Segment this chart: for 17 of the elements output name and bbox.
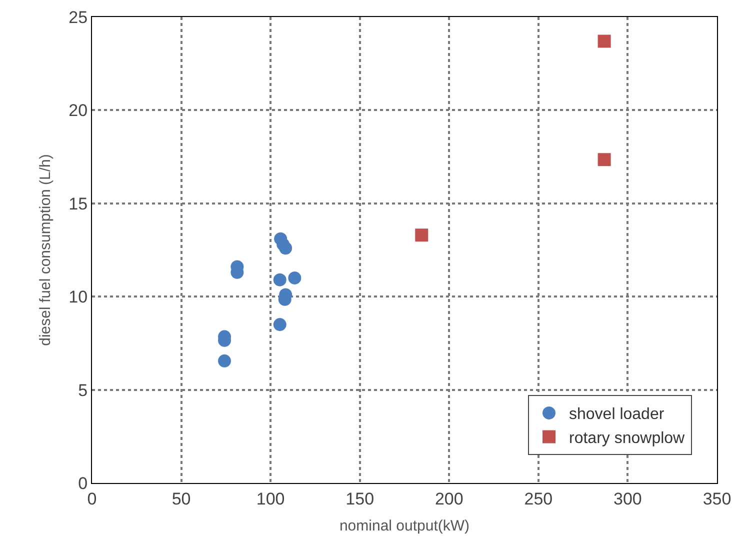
x-tick-label: 100 bbox=[256, 489, 285, 508]
legend-label: shovel loader bbox=[569, 406, 665, 424]
x-tick-label: 50 bbox=[172, 489, 191, 508]
x-tick-label: 150 bbox=[346, 489, 374, 508]
legend-label: rotary snowplow bbox=[569, 430, 686, 447]
x-tick-label: 250 bbox=[524, 489, 553, 508]
x-tick-label: 350 bbox=[702, 489, 732, 508]
y-tick-label: 25 bbox=[68, 8, 88, 27]
y-tick-label: 15 bbox=[68, 194, 88, 214]
y-tick-label: 5 bbox=[78, 380, 88, 400]
y-tick-label: 0 bbox=[78, 474, 88, 493]
x-tick-label: 200 bbox=[434, 489, 464, 508]
y-tick-label: 20 bbox=[68, 101, 88, 120]
y-tick-label: 10 bbox=[68, 288, 88, 307]
y-axis-title: diesel fuel consumption (L/h) bbox=[36, 154, 54, 346]
x-axis-title: nominal output(kW) bbox=[339, 517, 470, 534]
x-tick-label: 300 bbox=[614, 489, 642, 508]
